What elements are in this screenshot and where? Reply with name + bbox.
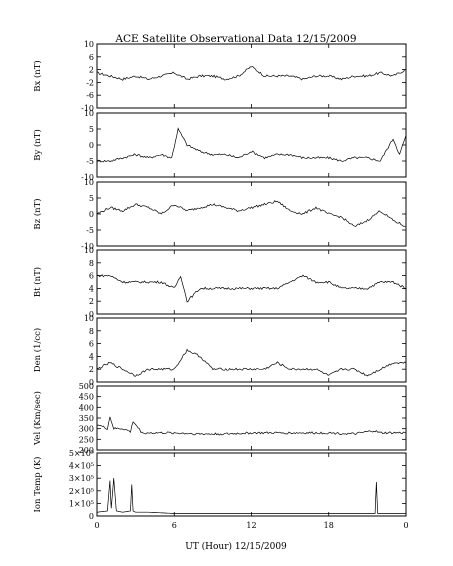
panel-4: 10 8 6 4 2 0 Bt (nT) xyxy=(32,246,407,319)
y-tick-label: 2×10⁵ xyxy=(69,487,94,496)
y-axis-title: Vel (Km/sec) xyxy=(32,391,43,446)
series-line xyxy=(96,127,407,163)
panel-7: 5×10⁵ 4×10⁵ 3×10⁵ 2×10⁵ 1×10⁵ 0 Ion Temp (K) xyxy=(32,449,407,521)
y-tick-label: 6 xyxy=(89,340,94,349)
y-tick-label: -5 xyxy=(86,157,94,166)
y-tick-label: 4×10⁵ xyxy=(69,462,94,471)
y-tick-label: 0 xyxy=(89,210,94,219)
x-tick-label: 0 xyxy=(94,521,99,530)
y-tick-label: 8 xyxy=(89,327,94,336)
y-tick-label: 0 xyxy=(89,310,94,319)
y-tick-label: 5 xyxy=(89,194,94,203)
x-axis-title: UT (Hour) 12/15/2009 xyxy=(185,541,287,552)
panel-frame xyxy=(96,317,407,383)
y-axis-title: By (nT) xyxy=(32,129,43,161)
panel-2: 10 5 0 -5 -10 By (nT) xyxy=(32,109,407,182)
y-axis-title: Bx (nT) xyxy=(32,60,43,92)
y-axis-title: Bt (nT) xyxy=(32,267,43,297)
series-line xyxy=(96,274,407,303)
panel-frame xyxy=(96,112,407,178)
y-tick-label: 400 xyxy=(79,403,94,412)
series-line xyxy=(96,416,407,436)
y-tick-label: 10 xyxy=(84,40,94,49)
y-tick-label: 350 xyxy=(79,414,94,423)
y-tick-label: 500 xyxy=(79,382,94,391)
y-tick-label: 2 xyxy=(89,297,94,306)
y-tick-label: -10 xyxy=(81,173,94,182)
y-tick-label: 5 xyxy=(89,125,94,134)
y-tick-label: 1×10⁵ xyxy=(69,499,94,508)
y-tick-label: -5 xyxy=(86,226,94,235)
y-tick-label: 250 xyxy=(79,435,94,444)
panel-5: 10 8 6 4 2 0 Den (1/cc) xyxy=(32,314,407,387)
x-tick-label: 18 xyxy=(324,521,334,530)
y-tick-label: 0 xyxy=(89,512,94,521)
y-tick-label: 4 xyxy=(89,284,94,293)
y-tick-label: 300 xyxy=(79,425,94,434)
y-tick-label: 10 xyxy=(84,246,94,255)
x-tick-label: 0 xyxy=(403,521,408,530)
chart-title: ACE Satellite Observational Data 12/15/2… xyxy=(114,33,356,45)
y-tick-label: 10 xyxy=(84,314,94,323)
y-tick-label: 6 xyxy=(89,53,94,62)
y-tick-label: 2 xyxy=(89,66,94,75)
y-axis-title: Ion Temp (K) xyxy=(32,457,43,513)
y-axis-title: Den (1/cc) xyxy=(32,328,43,372)
y-tick-label: 3×10⁵ xyxy=(69,474,94,483)
y-tick-label: -10 xyxy=(81,242,94,251)
y-tick-label: 450 xyxy=(79,393,94,402)
y-tick-label: 8 xyxy=(89,259,94,268)
y-tick-label: -2 xyxy=(86,78,94,87)
panel-frame xyxy=(96,452,407,517)
panel-3: 10 5 0 -5 -10 Bz (nT) xyxy=(32,178,407,251)
y-tick-label: -10 xyxy=(81,104,94,113)
y-tick-label: 0 xyxy=(89,141,94,150)
y-tick-label: 0 xyxy=(89,378,94,387)
y-axis-title: Bz (nT) xyxy=(32,198,43,229)
series-line xyxy=(97,348,407,377)
y-tick-label: 200 xyxy=(79,446,94,455)
series-line xyxy=(96,66,407,81)
x-tick-label: 6 xyxy=(172,521,177,530)
y-tick-label: 10 xyxy=(84,178,94,187)
panel-frame xyxy=(96,385,407,451)
series-line xyxy=(96,200,407,228)
y-tick-label: 6 xyxy=(89,272,94,281)
y-tick-label: 4 xyxy=(89,352,94,361)
series-line xyxy=(96,478,406,514)
panel-frame xyxy=(96,181,407,247)
x-tick-label: 12 xyxy=(246,521,256,530)
y-tick-label: -6 xyxy=(86,91,94,100)
panel-1: 10 6 2 -2 -6 -10 Bx (nT) xyxy=(32,40,407,113)
panels: 10 6 2 -2 -6 -10 Bx (nT) 10 5 0 -5 -10 By (nT) 10 5 0 -5… xyxy=(32,40,409,530)
y-tick-label: 5×10⁵ xyxy=(69,449,94,458)
y-tick-label: 2 xyxy=(89,365,94,374)
y-tick-label: 10 xyxy=(84,109,94,118)
